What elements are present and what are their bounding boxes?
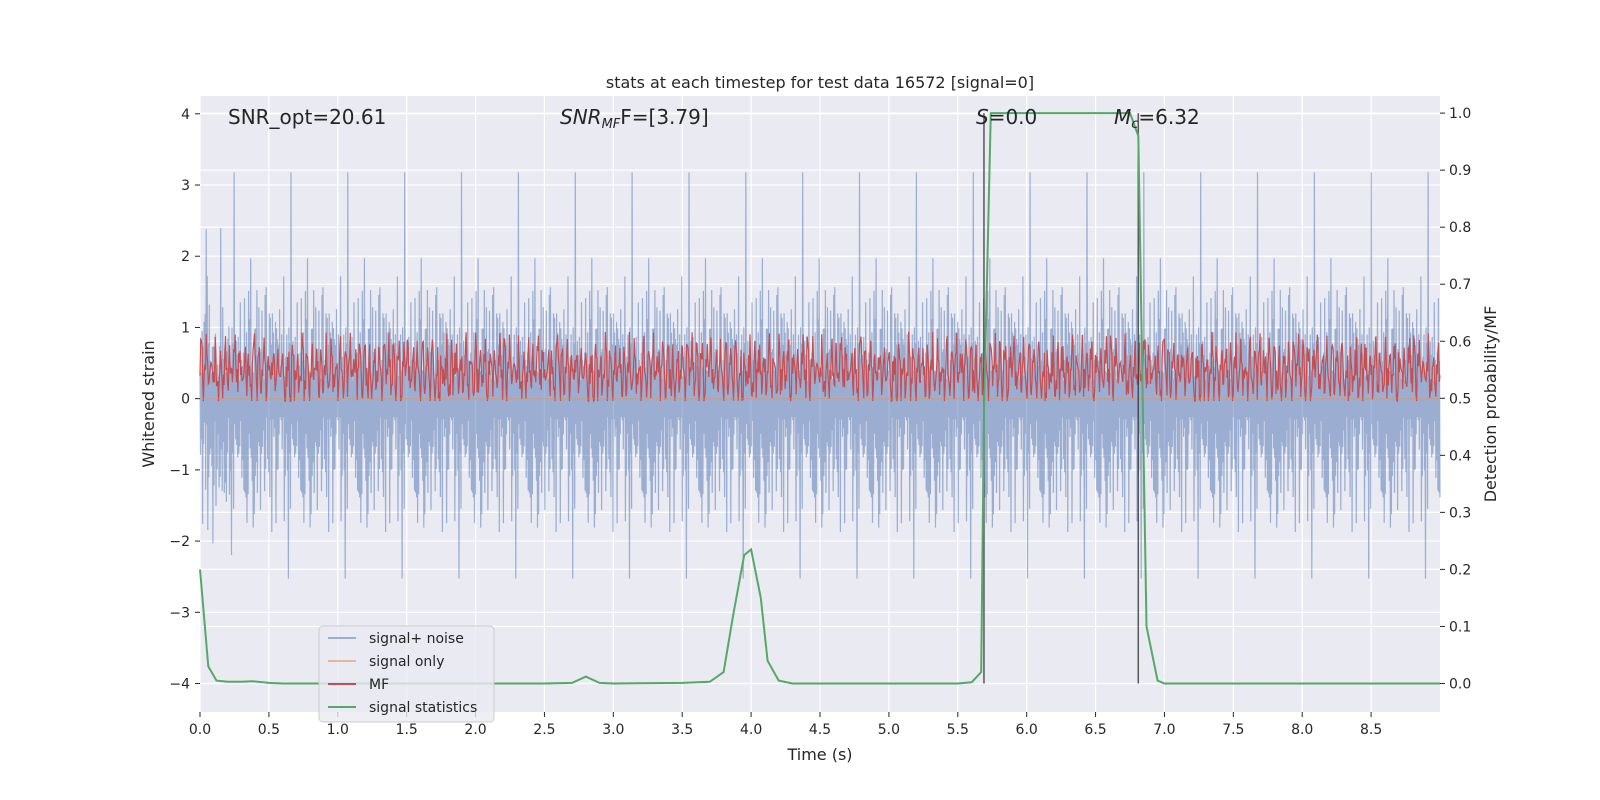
y2-tick-label-10: 1.0 [1449,106,1471,122]
y2-tick-label-1: 0.1 [1449,619,1471,635]
legend-label-mf: MF [369,677,389,693]
annotation-snr-mf-sub: MF [602,117,621,132]
y2-tick-label-5: 0.5 [1449,391,1471,407]
y2-tick-label-8: 0.8 [1449,220,1471,236]
y2-tick-label-9: 0.9 [1449,163,1471,179]
annotation-mc: Mc=6.32 [1114,105,1200,132]
x-tick-label-0: 0.0 [189,722,211,738]
y-tick-label-8: 4 [181,107,190,123]
y-tick-label-3: −1 [169,463,190,479]
annotation-mc-rest: =6.32 [1138,105,1199,129]
x-tick-label-7: 3.5 [671,722,693,738]
y2-tick-label-6: 0.6 [1449,334,1471,350]
x-tick-label-11: 5.5 [947,722,969,738]
x-tick-label-3: 1.5 [396,722,418,738]
annotation-snr-mf: SNRMFF=[3.79] [560,105,709,132]
annotation-snr-mf-main: SNR [560,105,602,129]
line-mf [199,331,1441,403]
x-tick-label-4: 2.0 [464,722,486,738]
legend: signal+ noise signal only MF signal stat… [318,625,495,723]
ticks: 0.0 0.5 1.0 1.5 2.0 2.5 3.0 3.5 4.0 4.5 5.0 5.5 6.0 6… [169,106,1471,738]
legend-label-signal-only: signal only [369,654,444,670]
x-tick-label-13: 6.5 [1084,722,1106,738]
y-tick-label-6: 2 [181,249,190,265]
annotation-snr-opt: SNR_opt=20.61 [228,105,386,129]
y-tick-label-5: 1 [181,320,190,336]
series-mf [199,331,1441,403]
x-tick-label-10: 5.0 [878,722,900,738]
x-tick-label-15: 7.5 [1222,722,1244,738]
annotation-mc-sub: c [1131,117,1138,132]
y-axis-right-label: Detection probability/MF [1481,306,1500,503]
y-tick-label-1: −3 [169,605,190,621]
annotation-mc-main: M [1114,105,1131,129]
x-tick-label-12: 6.0 [1016,722,1038,738]
x-tick-label-5: 2.5 [533,722,555,738]
x-tick-label-2: 1.0 [327,722,349,738]
series-signal-statistics [199,112,1440,685]
x-axis-label: Time (s) [786,745,852,764]
x-tick-label-6: 3.0 [602,722,624,738]
y2-tick-label-0: 0.0 [1449,676,1471,692]
annotation-s: S=0.0 [976,105,1037,129]
x-tick-label-17: 8.5 [1360,722,1382,738]
y2-tick-label-4: 0.4 [1449,448,1471,464]
line-signal-statistics [199,112,1440,685]
legend-label-signal-noise: signal+ noise [369,631,464,647]
legend-frame [318,625,495,723]
x-tick-label-1: 0.5 [258,722,280,738]
x-tick-label-8: 4.0 [740,722,762,738]
x-tick-label-9: 4.5 [809,722,831,738]
y2-tick-label-7: 0.7 [1449,277,1471,293]
legend-label-signal-statistics: signal statistics [369,700,477,716]
y-tick-label-2: −2 [169,534,190,550]
y2-tick-label-2: 0.2 [1449,562,1471,578]
y-tick-label-7: 3 [181,178,190,194]
annotation-s-main: S [976,105,989,129]
y-axis-label: Whitened strain [139,340,158,467]
x-tick-label-14: 7.0 [1153,722,1175,738]
y-tick-label-0: −4 [169,677,190,693]
y2-tick-label-3: 0.3 [1449,505,1471,521]
x-tick-label-16: 8.0 [1291,722,1313,738]
y-tick-label-4: 0 [181,392,190,408]
annotation-snr-mf-rest: F=[3.79] [620,105,708,129]
annotation-s-rest: =0.0 [989,105,1038,129]
chart-title: stats at each timestep for test data 165… [606,73,1034,92]
